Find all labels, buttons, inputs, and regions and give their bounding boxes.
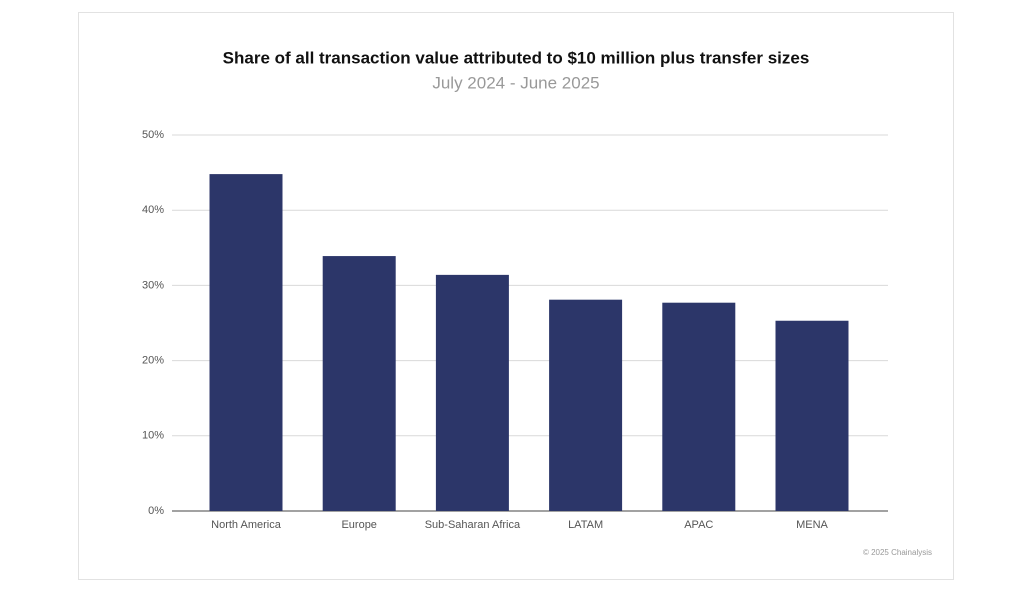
bar bbox=[662, 302, 736, 511]
y-tick-label: 50% bbox=[142, 129, 164, 141]
credit: © 2025 Chainalysis bbox=[863, 548, 932, 557]
y-tick-label: 20% bbox=[142, 355, 164, 367]
y-tick-label: 40% bbox=[142, 204, 164, 216]
y-tick-label: 30% bbox=[142, 279, 164, 291]
bar bbox=[209, 174, 283, 511]
bar bbox=[435, 274, 509, 511]
x-tick-label: LATAM bbox=[568, 519, 603, 531]
chart-subtitle: July 2024 - June 2025 bbox=[432, 73, 599, 92]
chart-title: Share of all transaction value attribute… bbox=[223, 48, 810, 67]
bar bbox=[775, 320, 849, 511]
bar bbox=[549, 299, 623, 511]
bar bbox=[322, 256, 396, 511]
y-tick-label: 0% bbox=[148, 505, 164, 517]
x-tick-label: Sub-Saharan Africa bbox=[425, 519, 521, 531]
x-tick-label: North America bbox=[211, 519, 282, 531]
y-tick-label: 10% bbox=[142, 430, 164, 442]
x-tick-label: APAC bbox=[684, 519, 713, 531]
x-tick-label: MENA bbox=[796, 519, 828, 531]
x-tick-label: Europe bbox=[341, 519, 376, 531]
